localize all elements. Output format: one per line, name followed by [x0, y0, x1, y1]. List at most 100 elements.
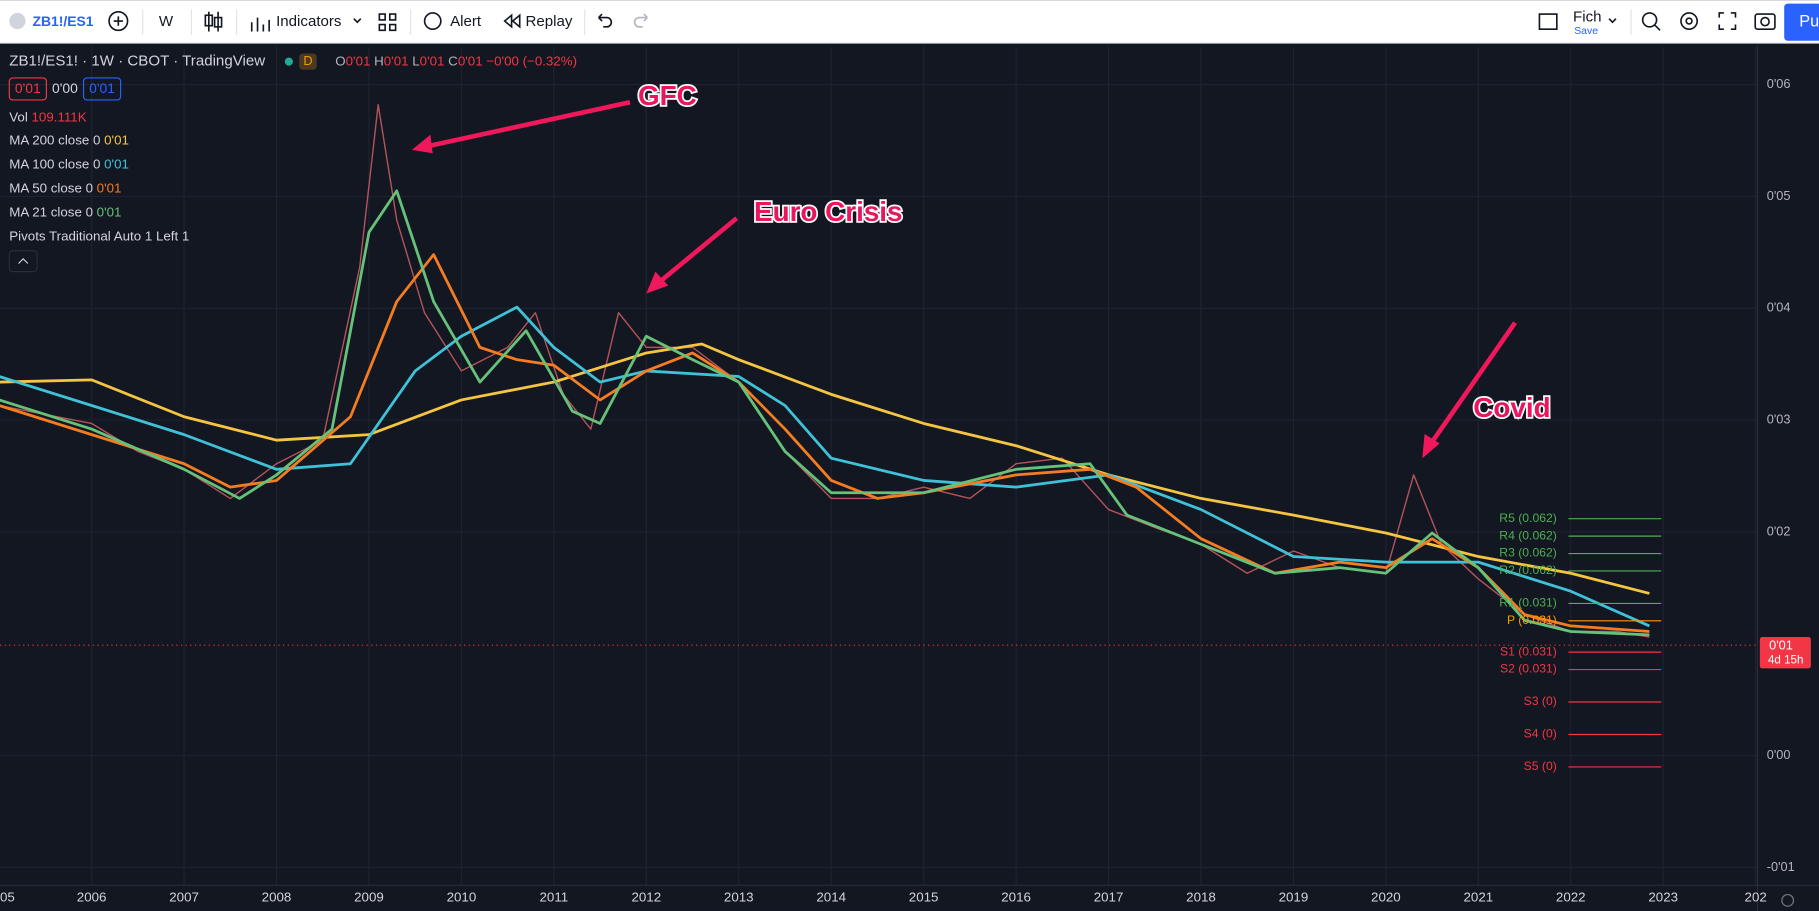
pivot-label: R1 (0.031) — [1499, 596, 1557, 610]
ma-value: 0'01 — [104, 156, 129, 171]
collapse-chevron — [18, 258, 29, 264]
arrowhead — [1422, 434, 1440, 459]
volume-value: 109.111K — [32, 109, 87, 124]
y-tick-label: 0'06 — [1767, 76, 1791, 91]
y-tick-label: 0'00 — [1767, 747, 1791, 762]
ask-box[interactable] — [82, 77, 122, 101]
indicators[interactable]: Indicators — [276, 13, 341, 30]
layout-dropdown[interactable] — [1608, 18, 1617, 24]
publish-button[interactable] — [1784, 3, 1819, 41]
ask: 0'01 — [89, 80, 115, 96]
x-tick-label: 2022 — [1556, 890, 1586, 905]
x-tick-label: 2009 — [354, 890, 384, 905]
pivot-label: S4 (0) — [1524, 727, 1557, 741]
y-tick-label: 0'05 — [1767, 188, 1791, 203]
chart-type-candle — [204, 14, 214, 27]
publish[interactable]: Pu — [1799, 13, 1819, 31]
y-tick-label: 0'04 — [1767, 300, 1791, 315]
ma-line — [0, 342, 1650, 595]
arrow — [1428, 321, 1517, 446]
last-price: 0'01 — [1769, 638, 1793, 653]
x-tick-label: 2018 — [1186, 890, 1216, 905]
arrow — [655, 216, 739, 287]
interval[interactable]: W — [159, 13, 174, 30]
indicators-icon — [250, 17, 270, 32]
settings[interactable] — [1680, 12, 1699, 30]
grid — [0, 46, 1758, 886]
ma-line — [0, 189, 1650, 637]
redo[interactable] — [633, 13, 648, 28]
annotation: Euro Crisis — [754, 196, 902, 227]
pivot-label: R2 (0.062) — [1499, 563, 1557, 577]
axis-settings[interactable] — [1781, 894, 1795, 907]
y-tick-label: -0'01 — [1767, 859, 1795, 874]
x-tick-label: 2007 — [169, 890, 199, 905]
add-symbol-plus — [113, 16, 123, 26]
ma-value: 0'01 — [97, 204, 122, 219]
search[interactable] — [1641, 12, 1658, 28]
volume-name: Vol — [9, 109, 28, 124]
bid-box[interactable] — [8, 77, 47, 101]
bar-countdown: 4d 15h — [1768, 653, 1803, 666]
pivot-label: S2 (0.031) — [1500, 662, 1557, 676]
ma-legend-item: MA 21 close 0 0'01 — [9, 204, 121, 219]
ohlc-key: O — [335, 53, 345, 68]
add-symbol[interactable] — [108, 10, 129, 32]
layouts-icon[interactable] — [378, 13, 397, 32]
symbol-icon — [9, 12, 26, 30]
bid: 0'01 — [15, 80, 41, 96]
legend-title: ZB1!/ES1! · 1W · CBOT · TradingView — [9, 53, 265, 70]
session-badge — [299, 53, 317, 70]
search-handle — [1653, 23, 1661, 31]
layout-name[interactable]: Fich — [1573, 9, 1602, 26]
annotation: GFC — [638, 80, 697, 111]
x-tick-label: 2012 — [631, 890, 661, 905]
last-price-badge — [1759, 637, 1811, 669]
replay[interactable]: Replay — [526, 13, 573, 30]
y-tick-label: 0'02 — [1767, 523, 1791, 538]
x-tick-label: 2019 — [1279, 890, 1309, 905]
x-tick-label: 2006 — [77, 890, 107, 905]
alert[interactable]: Alert — [450, 13, 482, 30]
chart-type-candle — [213, 16, 223, 28]
ma-name: MA 50 close 0 — [9, 180, 93, 195]
ma-name: MA 21 close 0 — [9, 204, 93, 219]
ohlc-key: C — [448, 53, 458, 68]
x-tick-label: 2008 — [262, 890, 292, 905]
ohlc: O0'01 H0'01 L0'01 C0'01 −0'00 (−0.32%) — [335, 53, 577, 68]
x-tick-label: 2014 — [816, 890, 846, 905]
ma-legend-item: MA 100 close 0 0'01 — [9, 156, 129, 171]
ohlc-value: 0'01 — [384, 53, 409, 68]
pivot-label: R3 (0.062) — [1499, 546, 1557, 560]
collapse-legend[interactable] — [8, 250, 38, 273]
market-status — [284, 57, 293, 66]
ohlc-change: −0'00 (−0.32%) — [486, 53, 577, 68]
x-tick-label: 2021 — [1464, 890, 1494, 905]
snapshot[interactable] — [1754, 13, 1776, 30]
ohlc-value: 0'01 — [346, 53, 371, 68]
fullscreen[interactable] — [1718, 12, 1737, 30]
undo[interactable] — [598, 13, 613, 28]
ohlc-value: 0'01 — [458, 53, 483, 68]
pivot-label: S5 (0) — [1524, 759, 1557, 773]
annotation: Covid — [1473, 392, 1550, 423]
pivot-label: P (0.031) — [1507, 613, 1557, 627]
ohlc-value: 0'01 — [420, 53, 445, 68]
pivot-label: R4 (0.062) — [1499, 528, 1557, 542]
layout-icon[interactable] — [1538, 13, 1558, 30]
alert-icon — [423, 12, 442, 30]
arrowhead — [646, 271, 669, 294]
layout-status: Save — [1574, 26, 1598, 37]
pivots-legend: Pivots Traditional Auto 1 Left 1 — [9, 228, 189, 243]
ma-line — [0, 253, 1650, 633]
ma-name: MA 100 close 0 — [9, 156, 100, 171]
templates-dropdown[interactable] — [353, 18, 362, 24]
replay-icon — [503, 13, 521, 29]
symbol[interactable]: ZB1!/ES1 — [32, 13, 93, 29]
ma-value: 0'01 — [104, 132, 129, 147]
y-tick-label: 0'03 — [1767, 411, 1791, 426]
x-tick-label: 2011 — [540, 890, 569, 905]
arrowhead — [411, 134, 433, 154]
